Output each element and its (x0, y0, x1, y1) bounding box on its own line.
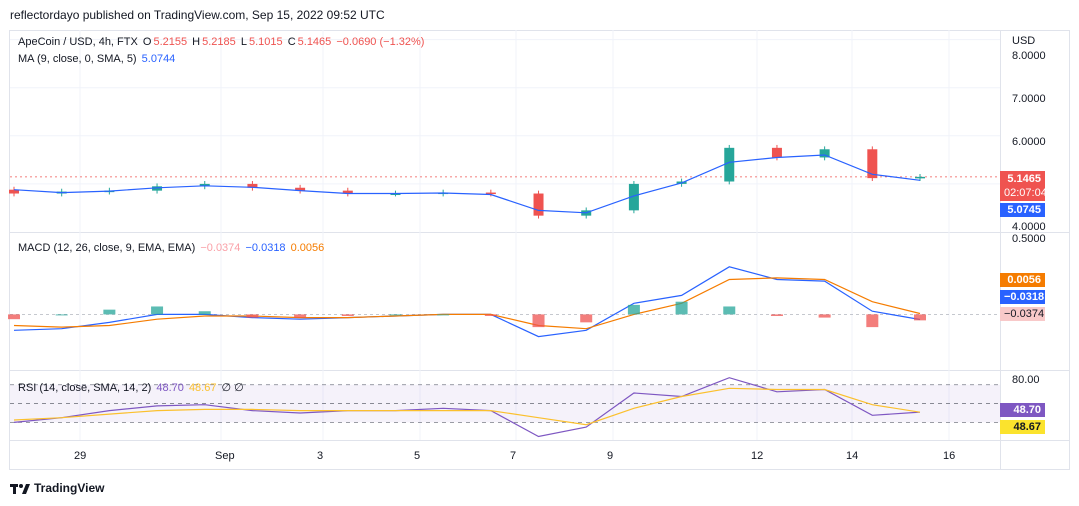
tradingview-logo-icon (10, 483, 30, 494)
macd-histogram-bar (914, 314, 926, 321)
macd-histogram-bar (580, 314, 593, 323)
macd-histogram-bar (437, 314, 450, 316)
rsi-ma-value: 48.67 (188, 382, 217, 394)
candle-body (819, 149, 830, 158)
x-tick-label: 5 (414, 450, 421, 462)
x-tick-label: 14 (846, 450, 859, 462)
rsi-ma-tag: 48.67 (1000, 420, 1045, 434)
x-tick-label: Sep (215, 450, 235, 462)
macd-histogram-bar (103, 309, 116, 315)
candle-body (199, 183, 210, 187)
macd-signal-value: 0.0056 (290, 242, 325, 254)
x-tick-label: 16 (943, 450, 956, 462)
candle-body (628, 183, 639, 211)
x-tick-label: 9 (607, 450, 614, 462)
candle-body (724, 147, 735, 182)
candle-body (9, 189, 19, 194)
macd-histogram-bar (389, 314, 402, 316)
ma-price-tag: 5.0745 (1000, 203, 1045, 217)
candles (9, 144, 925, 219)
macd-hist-tag: −0.0374 (1000, 307, 1045, 321)
macd-histogram-bar (246, 314, 259, 318)
ma-label: MA (9, close, 0, SMA, 5) (18, 53, 137, 65)
macd-line-tag: −0.0318 (1000, 290, 1045, 304)
candle-body (867, 149, 878, 179)
ma-value: 5.0744 (141, 53, 176, 65)
x-tick-label: 3 (317, 450, 324, 462)
macd-signal-line (13, 277, 921, 330)
axis-tick-rsi: 80.00 (1012, 374, 1040, 386)
macd-histogram-bar (294, 314, 307, 318)
change-value: −0.0690 (−1.32%) (336, 36, 425, 48)
candle-body (295, 187, 306, 191)
macd-histogram-bar (770, 314, 783, 316)
candle-body (533, 193, 544, 216)
candle-body (247, 183, 258, 188)
price-legend: ApeCoin / USD, 4h, FTX O 5.2155 H 5.2185 L… (18, 36, 425, 48)
candle-body (390, 193, 401, 196)
macd-histogram (8, 301, 926, 328)
chart-frame (9, 30, 1070, 470)
close-value: 5.1465 (297, 36, 332, 48)
macd-histogram-bar (532, 314, 545, 328)
open-value: 5.2155 (153, 36, 188, 48)
rsi-ma-line (13, 387, 921, 426)
ma-line (13, 154, 921, 214)
x-tick-label: 7 (510, 450, 517, 462)
tradingview-logo[interactable]: TradingView (10, 481, 104, 495)
axis-currency: USD (1012, 35, 1036, 47)
rsi-label: RSI (14, close, SMA, 14, 2) (18, 382, 152, 394)
macd-histogram-bar (55, 314, 68, 316)
symbol-label: ApeCoin / USD, 4h, FTX (18, 36, 138, 48)
candle-body (342, 190, 353, 194)
macd-legend: MACD (12, 26, close, 9, EMA, EMA) −0.037… (18, 242, 326, 254)
x-tick-label: 12 (751, 450, 764, 462)
macd-line (13, 266, 921, 338)
high-value: 5.2185 (202, 36, 236, 48)
macd-histogram-bar (627, 304, 640, 315)
candle-body (771, 147, 782, 158)
macd-histogram-bar (818, 314, 831, 318)
macd-histogram-bar (8, 314, 20, 320)
x-tick-label: 29 (74, 450, 87, 462)
macd-histogram-bar (723, 306, 736, 315)
rsi-value-tag: 48.70 (1000, 403, 1045, 417)
grid-lines (10, 30, 1069, 470)
macd-histogram-bar (675, 301, 688, 315)
macd-histogram-bar (341, 314, 354, 316)
ma-legend: MA (9, close, 0, SMA, 5) 5.0744 (18, 53, 177, 65)
candle-body (485, 192, 496, 195)
rsi-extra: ∅ ∅ (221, 382, 244, 394)
rsi-value: 48.70 (156, 382, 184, 394)
low-value: 5.1015 (248, 36, 283, 48)
brand-label: TradingView (34, 481, 105, 495)
macd-hist-value: −0.0374 (200, 242, 241, 254)
macd-histogram-bar (484, 314, 497, 316)
rsi-band (10, 176, 1000, 423)
macd-label: MACD (12, 26, close, 9, EMA, EMA) (18, 242, 196, 254)
close-price-tag: 5.1465 02:07:04 (1000, 171, 1047, 201)
axis-tick-price: 7.0000 (1012, 93, 1046, 105)
candle-body (915, 176, 925, 179)
rsi-legend: RSI (14, close, SMA, 14, 2) 48.70 48.67 … (18, 381, 246, 394)
axis-tick-macd: 0.5000 (1012, 233, 1046, 245)
macd-signal-tag: 0.0056 (1000, 273, 1045, 287)
macd-histogram-bar (866, 314, 879, 328)
axis-tick-price: 4.0000 (1012, 221, 1046, 233)
macd-histogram-bar (151, 306, 164, 315)
macd-histogram-bar (198, 311, 211, 315)
indicator-lines (13, 154, 921, 438)
macd-line-value: −0.0318 (245, 242, 286, 254)
publisher-caption: reflectordayo published on TradingView.c… (10, 8, 385, 22)
axis-tick-price: 8.0000 (1012, 50, 1046, 62)
candle-body (152, 186, 163, 191)
axis-tick-price: 6.0000 (1012, 136, 1046, 148)
